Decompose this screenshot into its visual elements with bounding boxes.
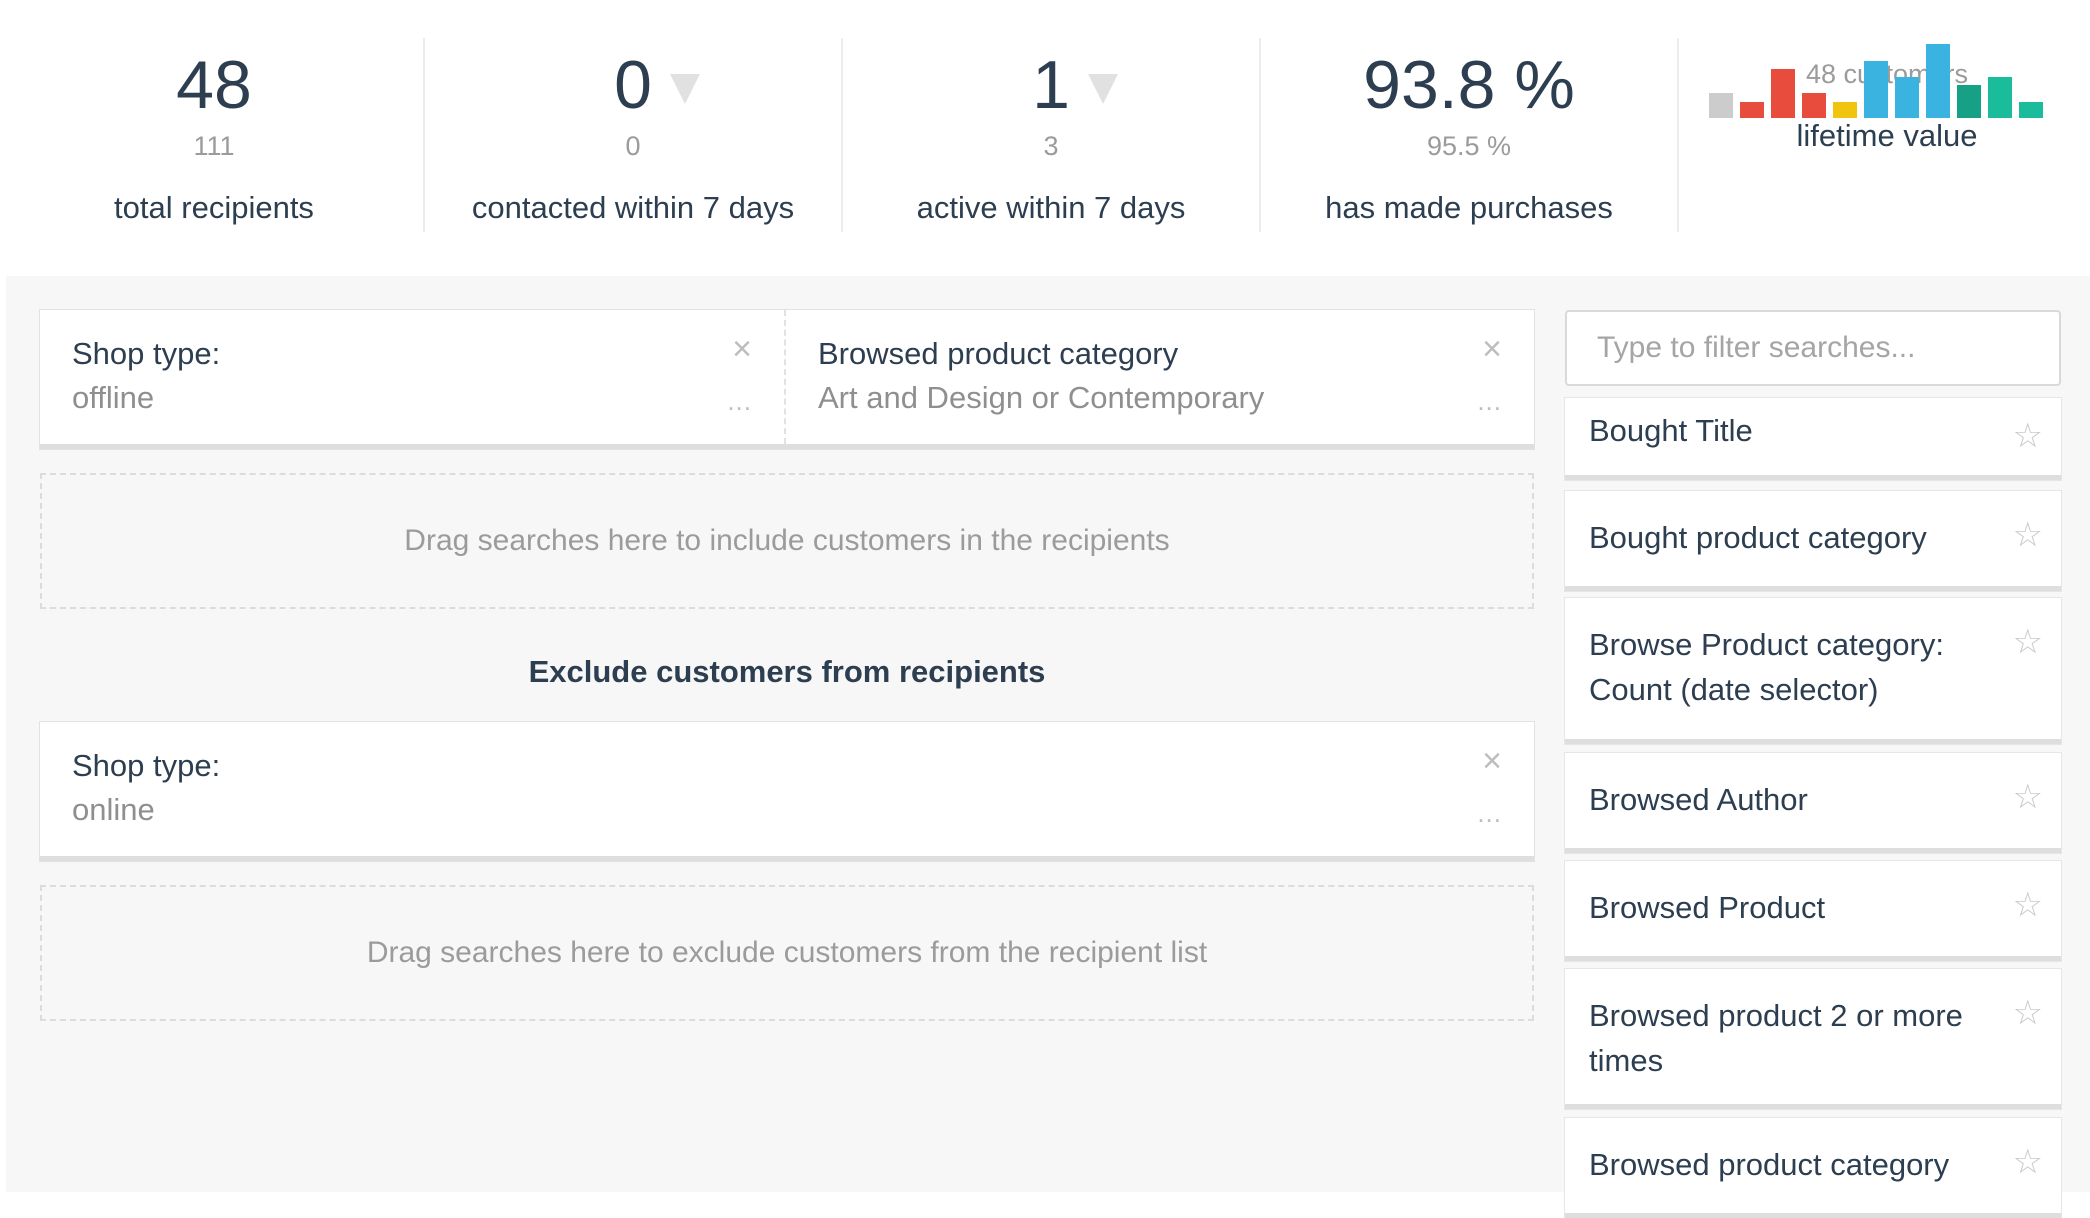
stat-previous-value: 0 [625,131,641,161]
stat-label: lifetime value [1796,118,1978,153]
stat-divider [423,38,425,232]
stat-value: 0 [614,40,700,130]
lifetime-value-chart [1709,36,2047,118]
stat-value-text: 0 [614,47,652,123]
lifetime-value-bar [1957,85,1981,118]
exclude-criteria-row: Shop type: online × ... [40,722,1534,861]
stat-made-purchases: 93.8 % 95.5 % has made purchases [1260,40,1678,232]
close-icon[interactable]: × [1482,742,1502,780]
star-icon[interactable]: ☆ [2012,1143,2043,1181]
stat-divider [1259,38,1261,232]
saved-search-item[interactable]: Bought product category ☆ [1565,491,2061,591]
lifetime-value-bar [1771,69,1795,118]
lifetime-value-bar [1864,61,1888,118]
close-icon[interactable]: × [732,330,752,368]
lifetime-value-bar [1926,44,1950,118]
lifetime-value-bar [1740,102,1764,118]
criterion-browsed-product-category[interactable]: Browsed product category Art and Design … [786,310,1534,444]
criterion-shop-type[interactable]: Shop type: online × ... [40,722,1534,856]
exclude-section-title: Exclude customers from recipients [528,654,1046,689]
criterion-value: online [72,792,155,827]
stat-label: contacted within 7 days [471,190,795,225]
include-dropzone[interactable]: Drag searches here to include customers … [40,473,1534,609]
criterion-title: Shop type: [72,748,221,783]
stat-value-text: 1 [1032,47,1070,123]
lifetime-value-bar [1833,102,1857,118]
exclude-dropzone[interactable]: Drag searches here to exclude customers … [40,885,1534,1021]
close-icon[interactable]: × [1482,330,1502,368]
stat-divider [841,38,843,232]
saved-search-label: Browsed product 2 or more times [1589,998,1963,1078]
saved-search-label: Browse Product category: Count (date sel… [1589,627,1944,707]
stat-active-7-days: 1 3 active within 7 days [842,40,1260,232]
lifetime-value-bar [1709,93,1733,118]
criterion-shop-type[interactable]: Shop type: offline × ... [40,310,784,444]
more-options-icon[interactable]: ... [727,386,752,416]
star-icon[interactable]: ☆ [2012,623,2043,661]
lifetime-value-bar [1988,77,2012,118]
saved-search-item[interactable]: Browse Product category: Count (date sel… [1565,598,2061,744]
saved-search-label: Bought Title [1589,413,1753,448]
criterion-value: offline [72,380,155,415]
stat-label: active within 7 days [916,190,1186,225]
stat-value: 1 [1032,40,1118,130]
criterion-value: Art and Design or Contemporary [818,380,1265,415]
stat-contacted-7-days: 0 0 contacted within 7 days [424,40,842,232]
stat-value: 93.8 % [1363,47,1575,123]
stat-divider [1677,38,1679,232]
criterion-separator [784,310,786,444]
stat-total-recipients: 48 111 total recipients [5,40,423,232]
saved-search-item[interactable]: Bought Title ☆ [1565,398,2061,480]
include-criteria-row: Shop type: offline × ... Browsed product… [40,310,1534,449]
star-icon[interactable]: ☆ [2012,417,2043,455]
saved-search-label: Browsed Product [1589,890,1826,925]
stat-previous-value: 3 [1043,131,1059,161]
more-options-icon[interactable]: ... [1477,798,1502,828]
star-icon[interactable]: ☆ [2012,886,2043,924]
saved-search-label: Bought product category [1589,520,1927,555]
star-icon[interactable]: ☆ [2012,994,2043,1032]
stat-value: 48 [176,47,252,123]
criterion-title: Shop type: [72,336,221,371]
saved-search-label: Browsed Author [1589,782,1808,817]
stat-previous-value: 111 [193,131,235,161]
segment-builder: Shop type: offline × ... Browsed product… [6,276,2090,1218]
star-icon[interactable]: ☆ [2012,778,2043,816]
saved-search-item[interactable]: Browsed Author ☆ [1565,753,2061,853]
saved-search-label: Browsed product category [1589,1147,1950,1182]
trend-down-icon [669,74,700,104]
stats-header: 48 111 total recipients 0 0 contacted wi… [0,0,2090,276]
stat-previous-value: 95.5 % [1426,131,1512,161]
saved-search-item[interactable]: Browsed product category ☆ [1565,1118,2061,1218]
stat-label: has made purchases [1325,190,1613,225]
saved-search-item[interactable]: Browsed Product ☆ [1565,861,2061,961]
trend-down-icon [1087,74,1118,104]
stat-label: total recipients [114,190,314,225]
lifetime-value-bar [2019,102,2043,118]
criterion-title: Browsed product category [818,336,1179,371]
lifetime-value-bar [1895,77,1919,118]
saved-search-item[interactable]: Browsed product 2 or more times ☆ [1565,969,2061,1109]
search-filter-input[interactable] [1565,310,2061,386]
lifetime-value-bar [1802,93,1826,118]
star-icon[interactable]: ☆ [2012,516,2043,554]
more-options-icon[interactable]: ... [1477,386,1502,416]
